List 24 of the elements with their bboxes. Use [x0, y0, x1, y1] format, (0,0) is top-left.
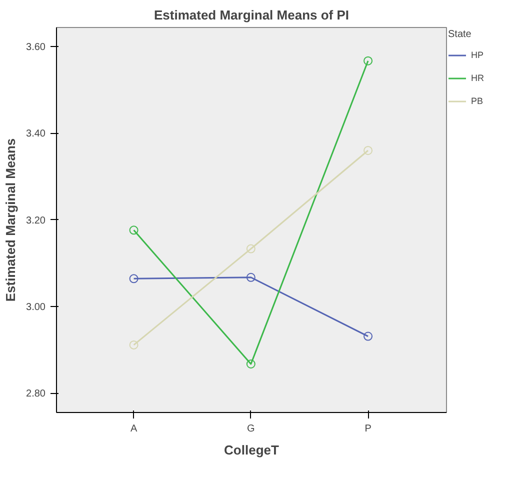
point [246, 272, 256, 282]
point [364, 56, 373, 66]
y-tick-label: 3.00 [26, 302, 46, 313]
legend-title: State [448, 29, 472, 40]
y-tick-label: 3.40 [26, 128, 46, 140]
point [129, 226, 138, 235]
y-axis-title: Estimated Marginal Means [3, 138, 18, 302]
x-tick-label: G [247, 424, 256, 434]
y-tick-label: 3.60 [26, 42, 46, 54]
point [129, 274, 138, 284]
y-tick-label: 3.20 [26, 215, 46, 226]
point [364, 146, 373, 155]
x-tick-label: P [364, 424, 372, 434]
x-axis-title: CollegeT [224, 442, 280, 458]
point [246, 360, 256, 368]
x-tick-label: A [130, 424, 138, 434]
chart-title: Estimated Marginal Means of PI [154, 8, 350, 22]
legend-label: HP [471, 50, 485, 60]
legend-label: PB [471, 96, 484, 106]
point [246, 244, 256, 254]
point [129, 340, 138, 350]
legend-label: HR [471, 73, 485, 83]
point [364, 332, 373, 341]
y-tick-label: 2.80 [26, 388, 46, 400]
